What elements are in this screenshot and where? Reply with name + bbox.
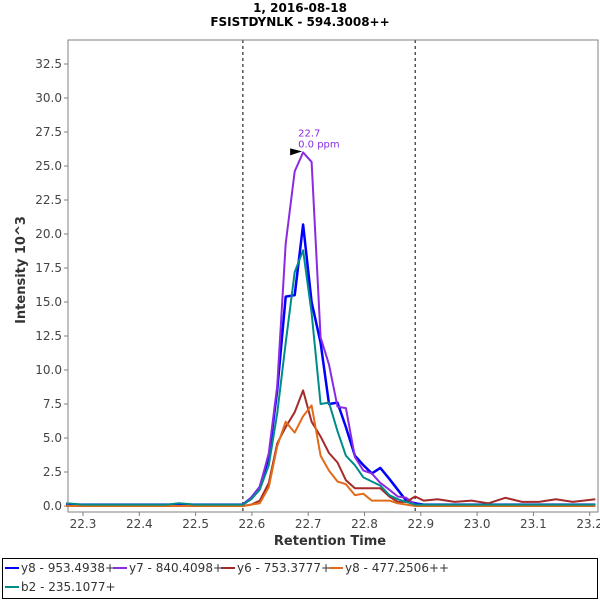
peak-rt-label: 22.7 (298, 128, 320, 139)
x-axis-label: Retention Time (274, 534, 386, 549)
legend-item: y8 - 953.4938+ (5, 561, 115, 575)
series-line-4 (66, 249, 596, 506)
legend-label: y6 - 753.3777+ (237, 561, 332, 575)
legend: y8 - 953.4938+ y7 - 840.4098+ y6 - 753.377… (2, 558, 598, 599)
y-tick-label: 10.0 (35, 363, 62, 377)
chart-subtitle: FSISTDYNLK - 594.3008++ (210, 15, 390, 29)
series-line-1 (66, 151, 596, 507)
legend-swatch (5, 567, 19, 569)
y-tick-label: 30.0 (35, 91, 62, 105)
y-tick-label: 20.0 (35, 227, 62, 241)
legend-item: y7 - 840.4098+ (113, 561, 223, 575)
series-line-3 (66, 404, 596, 507)
x-tick-label: 22.9 (407, 517, 434, 531)
y-tick-label: 12.5 (35, 329, 62, 343)
chart-title: 1, 2016-08-18 (253, 1, 347, 15)
y-tick-label: 15.0 (35, 295, 62, 309)
plot-area[interactable]: 22.3 22.4 22.5 22.6 22.7 22.8 22.9 23.0 23.1 23.2… (0, 0, 600, 556)
y-tick-label: 7.5 (43, 397, 62, 411)
y-tick-label: 22.5 (35, 193, 62, 207)
x-tick-label: 22.5 (182, 517, 209, 531)
legend-item: b2 - 235.1077+ (5, 580, 116, 594)
series-line-0 (66, 223, 596, 506)
y-tick-label: 5.0 (43, 431, 62, 445)
x-tick-label: 22.8 (351, 517, 378, 531)
plot-frame (67, 39, 599, 513)
y-tick-label: 32.5 (35, 57, 62, 71)
y-tick-label: 0.0 (43, 499, 62, 513)
y-tick-label: 27.5 (35, 125, 62, 139)
x-tick-label: 23.1 (520, 517, 547, 531)
x-tick-label: 22.7 (295, 517, 322, 531)
x-tick-label: 22.4 (126, 517, 153, 531)
x-tick-label: 23.0 (464, 517, 491, 531)
legend-label: y8 - 953.4938+ (21, 561, 116, 575)
legend-swatch (329, 567, 343, 569)
x-tick-label: 22.3 (70, 517, 97, 531)
legend-swatch (5, 586, 19, 588)
y-tick-label: 25.0 (35, 159, 62, 173)
x-tick-label: 22.6 (239, 517, 266, 531)
peak-arrow-icon (290, 148, 303, 156)
y-axis-label: Intensity 10^3 (14, 216, 29, 324)
legend-swatch (221, 567, 235, 569)
peak-ppm-label: 0.0 ppm (298, 139, 340, 150)
legend-item: y6 - 753.3777+ (221, 561, 331, 575)
legend-label: b2 - 235.1077+ (21, 580, 116, 594)
legend-swatch (113, 567, 127, 569)
y-tick-label: 2.5 (43, 465, 62, 479)
x-tick-label: 23.2 (576, 517, 600, 531)
legend-label: y7 - 840.4098+ (129, 561, 224, 575)
legend-item: y8 - 477.2506++ (329, 561, 449, 575)
y-tick-label: 17.5 (35, 261, 62, 275)
legend-label: y8 - 477.2506++ (345, 561, 450, 575)
